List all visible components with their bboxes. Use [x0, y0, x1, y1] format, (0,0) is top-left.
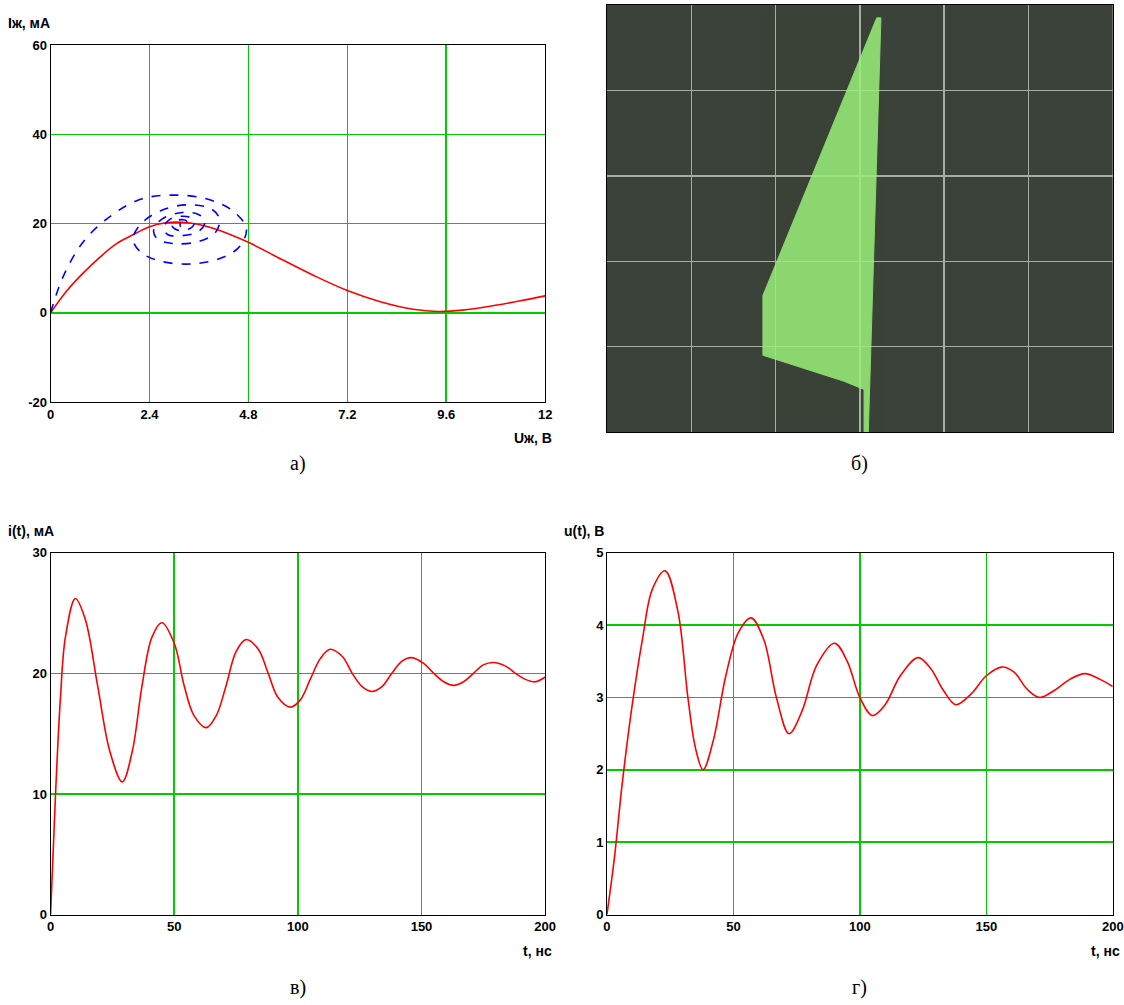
svg-text:40: 40	[33, 127, 47, 142]
svg-text:0: 0	[603, 919, 610, 934]
svg-text:0: 0	[47, 407, 54, 422]
svg-text:u(t), В: u(t), В	[564, 523, 604, 539]
svg-text:3: 3	[596, 690, 603, 705]
svg-text:150: 150	[411, 919, 433, 934]
svg-text:0: 0	[47, 919, 54, 934]
svg-text:12: 12	[538, 407, 552, 422]
svg-text:4: 4	[596, 618, 604, 633]
svg-text:60: 60	[33, 38, 47, 53]
svg-text:20: 20	[33, 666, 47, 681]
svg-text:г): г)	[852, 976, 867, 999]
svg-text:100: 100	[849, 919, 871, 934]
svg-text:0: 0	[596, 907, 603, 922]
svg-text:-20: -20	[28, 395, 47, 410]
svg-text:50: 50	[167, 919, 181, 934]
svg-text:0: 0	[40, 907, 47, 922]
svg-text:б): б)	[851, 452, 868, 475]
svg-text:30: 30	[33, 545, 47, 560]
svg-text:200: 200	[534, 919, 556, 934]
svg-text:Iж, мА: Iж, мА	[8, 15, 50, 31]
svg-text:100: 100	[287, 919, 309, 934]
svg-text:0: 0	[40, 305, 47, 320]
svg-text:150: 150	[975, 919, 997, 934]
svg-text:t, нс: t, нс	[1091, 943, 1120, 959]
svg-text:200: 200	[1102, 919, 1124, 934]
svg-text:10: 10	[33, 787, 47, 802]
svg-text:2.4: 2.4	[140, 407, 159, 422]
svg-text:4.8: 4.8	[239, 407, 257, 422]
svg-text:20: 20	[33, 216, 47, 231]
svg-text:t, нс: t, нс	[523, 943, 552, 959]
svg-text:7.2: 7.2	[338, 407, 356, 422]
svg-text:Uж, В: Uж, В	[514, 430, 552, 446]
svg-text:а): а)	[290, 452, 306, 475]
svg-text:2: 2	[596, 762, 603, 777]
svg-text:i(t), мА: i(t), мА	[8, 523, 54, 539]
svg-text:в): в)	[290, 976, 306, 999]
svg-text:9.6: 9.6	[437, 407, 455, 422]
svg-text:1: 1	[596, 835, 603, 850]
svg-text:5: 5	[596, 545, 603, 560]
svg-text:50: 50	[726, 919, 740, 934]
